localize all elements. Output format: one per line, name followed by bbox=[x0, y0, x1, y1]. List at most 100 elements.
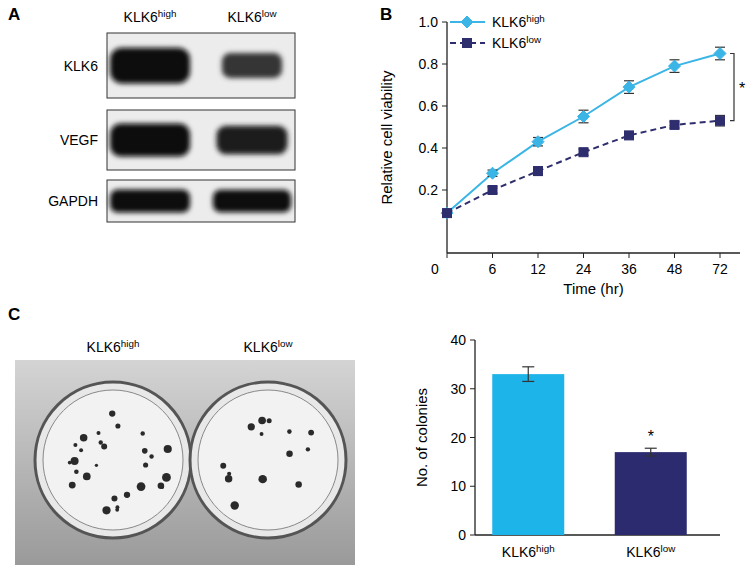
x-tick-label: KLK6high bbox=[502, 543, 555, 561]
legend-marker bbox=[461, 16, 473, 28]
x-tick-label: 48 bbox=[667, 261, 683, 277]
marker bbox=[443, 209, 452, 218]
marker bbox=[625, 131, 634, 140]
y-tick bbox=[470, 437, 475, 438]
marker bbox=[623, 81, 635, 93]
colony bbox=[258, 417, 266, 425]
x-tick-label: KLK6low bbox=[626, 543, 676, 561]
x-axis-title: Time (hr) bbox=[563, 280, 623, 297]
y-tick-label: 20 bbox=[450, 430, 466, 446]
x-tick-label: 0 bbox=[431, 261, 439, 277]
panel-b: B0.20.40.60.81.0061224364872Time (hr)Rel… bbox=[378, 5, 745, 297]
dish bbox=[190, 382, 346, 538]
marker bbox=[579, 148, 588, 157]
marker bbox=[669, 60, 681, 72]
legend-entry: KLK6high bbox=[450, 13, 545, 31]
colony bbox=[102, 506, 110, 514]
error-stem bbox=[650, 448, 651, 456]
colony bbox=[79, 448, 83, 452]
y-tick-label: 0.8 bbox=[419, 56, 439, 72]
colony bbox=[137, 482, 146, 491]
y-tick-label: 1.0 bbox=[419, 14, 439, 30]
colony bbox=[95, 464, 98, 467]
colony bbox=[69, 482, 76, 489]
colony bbox=[260, 432, 264, 436]
y-axis-title: Relative cell viability bbox=[378, 70, 395, 205]
plot-area bbox=[492, 367, 687, 535]
x-tick bbox=[538, 253, 539, 258]
marker bbox=[532, 136, 544, 148]
legend-marker bbox=[463, 39, 472, 48]
y-tick bbox=[442, 106, 447, 107]
marker bbox=[716, 116, 725, 125]
y-tick-label: 0.4 bbox=[419, 140, 439, 156]
marker bbox=[487, 167, 499, 179]
marker bbox=[714, 48, 726, 60]
x-tick bbox=[447, 253, 448, 258]
colony bbox=[74, 469, 79, 474]
colony bbox=[308, 430, 314, 436]
colony bbox=[109, 410, 115, 416]
y-tick-label: 0 bbox=[458, 527, 466, 543]
series-line bbox=[447, 121, 720, 213]
row-label: VEGF bbox=[60, 132, 98, 148]
y-tick-label: 30 bbox=[450, 381, 466, 397]
band bbox=[222, 53, 282, 78]
marker bbox=[441, 207, 453, 219]
band bbox=[110, 189, 190, 212]
dish-inner bbox=[198, 390, 338, 530]
dish-inner bbox=[43, 390, 183, 530]
y-tick bbox=[442, 64, 447, 65]
error-cap bbox=[522, 381, 534, 382]
error-bar bbox=[670, 60, 680, 73]
y-tick bbox=[442, 22, 447, 23]
x-tick-label: 24 bbox=[576, 261, 592, 277]
dish-label: KLK6low bbox=[244, 338, 294, 356]
y-tick bbox=[442, 190, 447, 191]
panel-c: CKLK6highKLK6low010203040No. of colonies… bbox=[8, 305, 720, 565]
colony bbox=[220, 463, 226, 469]
photo bbox=[15, 360, 355, 565]
error-bar bbox=[579, 110, 589, 123]
colony bbox=[73, 443, 77, 447]
row-label: GAPDH bbox=[48, 193, 98, 209]
y-tick bbox=[442, 148, 447, 149]
y-tick bbox=[470, 486, 475, 487]
blot-box bbox=[107, 180, 295, 222]
colony bbox=[225, 475, 232, 482]
panel-label: C bbox=[8, 305, 20, 324]
y-tick bbox=[470, 340, 475, 341]
x-tick-label: 6 bbox=[489, 261, 497, 277]
colony bbox=[96, 431, 100, 435]
colony bbox=[267, 418, 272, 423]
series-line bbox=[447, 54, 720, 214]
colony bbox=[111, 496, 117, 502]
marker bbox=[578, 111, 590, 123]
colony bbox=[306, 447, 310, 451]
y-tick bbox=[470, 388, 475, 389]
x-tick-label: 12 bbox=[530, 261, 546, 277]
panel-label: B bbox=[380, 5, 392, 24]
y-tick-label: 40 bbox=[450, 332, 466, 348]
colony bbox=[164, 445, 172, 453]
band bbox=[213, 190, 291, 212]
colony bbox=[160, 485, 164, 489]
y-tick-label: 0.6 bbox=[419, 98, 439, 114]
error-bar bbox=[715, 115, 725, 126]
colony bbox=[140, 431, 144, 435]
colony bbox=[142, 448, 148, 454]
colony bbox=[149, 454, 153, 458]
lane-label: KLK6low bbox=[228, 8, 278, 26]
y-tick-label: 10 bbox=[450, 478, 466, 494]
error-bar bbox=[624, 81, 634, 94]
blot-box bbox=[107, 110, 295, 170]
y-tick-label: 0.2 bbox=[419, 182, 439, 198]
band bbox=[110, 124, 190, 157]
dish bbox=[35, 382, 191, 538]
error-bar bbox=[533, 167, 543, 175]
significance-star: * bbox=[648, 428, 654, 445]
marker bbox=[670, 120, 679, 129]
colony bbox=[71, 457, 79, 465]
x-tick bbox=[629, 253, 630, 258]
marker bbox=[534, 167, 543, 176]
